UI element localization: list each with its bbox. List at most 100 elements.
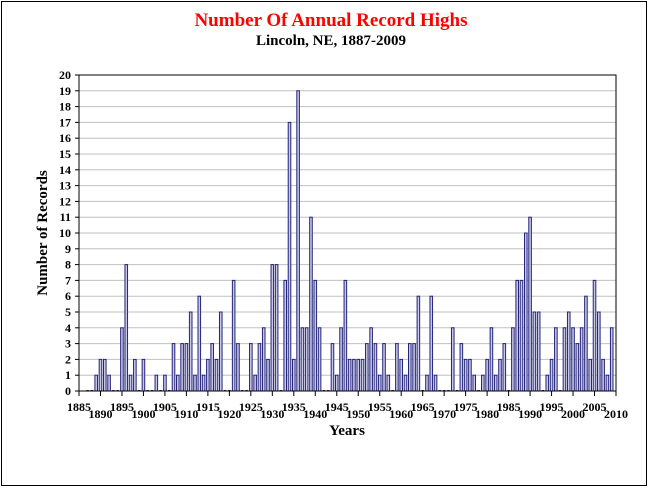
y-tick-label: 7	[65, 273, 71, 287]
bar-1900	[141, 358, 146, 392]
bar-2005	[592, 279, 597, 392]
bar-1889	[94, 374, 98, 392]
bar-1926	[253, 374, 257, 392]
x-tick-label: 1960	[389, 407, 413, 421]
bar-1895	[120, 327, 124, 392]
x-tick-label: 1995	[540, 400, 564, 414]
bar-1998	[562, 327, 567, 392]
bar-1912	[193, 374, 197, 392]
bar-1916	[210, 343, 214, 392]
bar-1981	[489, 327, 494, 392]
x-tick-label: 2000	[561, 407, 585, 421]
bar-1952	[365, 343, 369, 392]
bar-1988	[519, 279, 524, 392]
y-tick-label: 16	[59, 131, 71, 145]
bar-1945	[334, 374, 339, 392]
bar-1938	[304, 327, 309, 392]
bar-1967	[429, 295, 434, 392]
y-tick-label: 20	[59, 68, 71, 82]
x-tick-label: 1970	[432, 407, 456, 421]
bar-1994	[545, 374, 550, 392]
bar-1914	[201, 374, 206, 392]
bar-1897	[128, 374, 133, 392]
x-tick-label: 1900	[131, 407, 155, 421]
bar-1959	[395, 343, 399, 392]
bar-1927	[257, 343, 262, 392]
bar-1946	[339, 327, 343, 392]
y-gridlines	[79, 90, 616, 376]
x-tick-label: 1965	[411, 400, 435, 414]
x-tick-label: 1885	[67, 400, 91, 414]
x-tick-label: 2010	[604, 407, 628, 421]
y-tick-label: 2	[65, 352, 71, 366]
x-tick-label: 1990	[518, 407, 542, 421]
y-tick-label: 9	[65, 242, 71, 256]
bar-1896	[124, 264, 129, 392]
bar-1955	[377, 374, 382, 392]
x-tick-label: 1980	[475, 407, 499, 421]
plot-border	[78, 74, 617, 392]
bar-1974	[459, 343, 464, 392]
bar-1915	[206, 358, 210, 392]
bar-1934	[287, 121, 292, 392]
bar-1935	[292, 358, 296, 392]
bar-2008	[605, 374, 610, 392]
y-tick-label: 4	[65, 321, 71, 335]
bar-1995	[549, 358, 554, 392]
bar-2006	[597, 311, 601, 392]
x-tick-label: 1940	[303, 407, 327, 421]
bar-1907	[171, 343, 176, 392]
bar-1979	[481, 374, 485, 392]
y-tick-label: 11	[60, 210, 71, 224]
y-tick-label: 10	[59, 226, 71, 240]
bar-1950	[356, 358, 361, 392]
bar-1936	[296, 90, 300, 392]
y-tick-label: 17	[59, 115, 71, 129]
y-tick-label: 18	[59, 100, 71, 114]
bar-1986	[511, 327, 515, 392]
bar-1975	[463, 358, 468, 392]
x-tick-label: 1975	[454, 400, 478, 414]
bar-1977	[472, 374, 477, 392]
bar-1951	[360, 358, 365, 392]
bar-1944	[330, 343, 335, 392]
bar-1939	[309, 216, 313, 392]
bar-1968	[433, 374, 438, 392]
x-tick-label: 1925	[239, 400, 263, 414]
bar-1917	[214, 358, 219, 392]
bar-1948	[347, 358, 352, 392]
bar-1933	[283, 279, 287, 392]
bar-1922	[236, 343, 240, 392]
y-tick-label: 12	[59, 194, 71, 208]
x-tick-label: 1955	[368, 400, 392, 414]
bar-1966	[425, 374, 429, 392]
x-tick-label: 1910	[174, 407, 198, 421]
x-tick-label: 1930	[260, 407, 284, 421]
bar-1996	[554, 327, 558, 392]
bar-2004	[588, 358, 593, 392]
y-tick-label: 8	[65, 258, 71, 272]
x-tick-label: 1950	[346, 407, 370, 421]
bar-1898	[133, 358, 137, 392]
bar-1963	[412, 343, 416, 392]
y-tick-label: 15	[59, 147, 71, 161]
bar-1962	[408, 343, 412, 392]
chart-subtitle: Lincoln, NE, 1887-2009	[256, 33, 406, 49]
bar-1908	[176, 374, 180, 392]
bar-1930	[270, 264, 275, 392]
bar-1931	[274, 264, 279, 392]
y-axis-label: Number of Records	[35, 170, 51, 296]
bar-1910	[184, 343, 189, 392]
bar-1991	[532, 311, 537, 392]
bar-1905	[163, 374, 167, 392]
bar-1990	[528, 216, 532, 392]
x-tick-label: 1945	[325, 400, 349, 414]
y-tick-label: 13	[59, 179, 71, 193]
bar-1949	[352, 358, 356, 392]
bar-1964	[416, 295, 421, 392]
x-tick-label: 1895	[110, 400, 134, 414]
x-tick-label: 1935	[282, 400, 306, 414]
